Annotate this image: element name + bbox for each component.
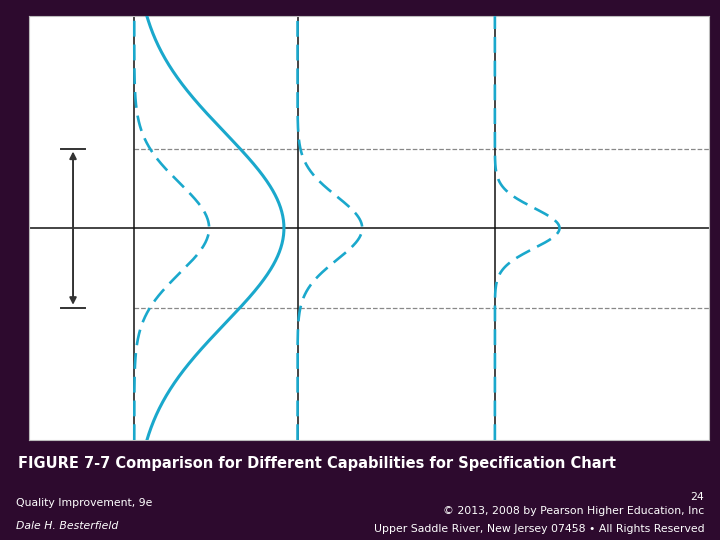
Text: Quality Improvement, 9e: Quality Improvement, 9e (16, 498, 152, 508)
Text: Dale H. Besterfield: Dale H. Besterfield (16, 521, 118, 531)
Text: Upper Saddle River, New Jersey 07458 • All Rights Reserved: Upper Saddle River, New Jersey 07458 • A… (374, 524, 704, 534)
Text: © 2013, 2008 by Pearson Higher Education, Inc: © 2013, 2008 by Pearson Higher Education… (443, 506, 704, 516)
Text: FIGURE 7-7 Comparison for Different Capabilities for Specification Chart: FIGURE 7-7 Comparison for Different Capa… (18, 456, 616, 471)
Text: 24: 24 (690, 492, 704, 502)
